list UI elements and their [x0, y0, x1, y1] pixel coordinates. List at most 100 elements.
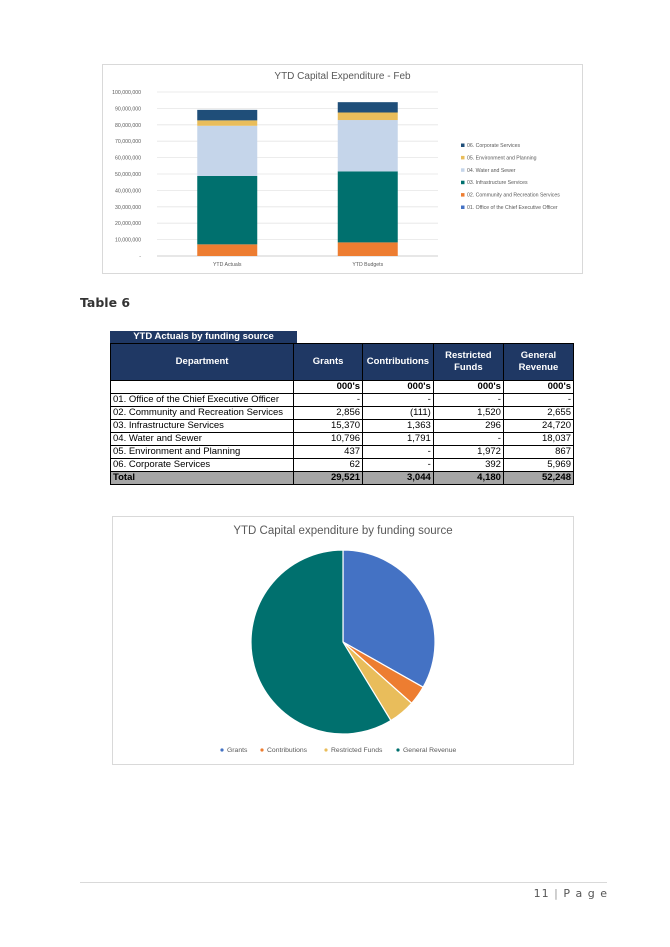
- x-tick-label: YTD Actuals: [213, 262, 242, 268]
- bar-segment: [337, 171, 398, 243]
- units-cell: 000's: [432, 380, 504, 394]
- units-cell: [109, 380, 295, 394]
- footer-separator: |: [554, 887, 559, 900]
- table-row: 03. Infrastructure Services 15,370 1,363 29…: [109, 419, 575, 433]
- row-label-cell: 05. Environment and Planning: [109, 445, 295, 459]
- value-cell: 867: [502, 445, 575, 459]
- legend-label: 02. Community and Recreation Services: [467, 193, 560, 199]
- legend-marker: [461, 155, 465, 160]
- units-cell: 000's: [293, 380, 364, 394]
- y-tick-label: 60,000,000: [115, 156, 141, 162]
- value-cell: -: [502, 393, 575, 407]
- value-cell: 3,044: [362, 471, 434, 485]
- bar-segment: [197, 109, 258, 121]
- x-tick-label: YTD Budgets: [352, 262, 383, 268]
- value-cell: 2,655: [502, 406, 575, 420]
- row-label-cell: Total: [109, 471, 295, 485]
- value-cell: 52,248: [502, 471, 575, 485]
- funding-pie-chart: YTD Capital expenditure by funding sourc…: [112, 516, 574, 765]
- value-cell: 10,796: [293, 432, 364, 446]
- row-label-cell: 06. Corporate Services: [109, 458, 295, 472]
- value-cell: 18,037: [502, 432, 575, 446]
- value-cell: 392: [432, 458, 504, 472]
- legend-marker: [396, 748, 400, 752]
- bar-segment: [337, 120, 398, 172]
- legend-label: Restricted Funds: [331, 747, 383, 754]
- row-label-cell: 01. Office of the Chief Executive Office…: [109, 393, 295, 407]
- pie-chart-title: YTD Capital expenditure by funding sourc…: [233, 525, 453, 537]
- value-cell: 24,720: [502, 419, 575, 433]
- row-label-cell: 03. Infrastructure Services: [109, 419, 295, 433]
- y-tick-label: 50,000,000: [115, 172, 141, 178]
- bar-segment: [197, 244, 258, 256]
- value-cell: 1,972: [432, 445, 504, 459]
- y-tick-label: 30,000,000: [115, 205, 141, 211]
- section-heading: Table 6: [80, 295, 131, 310]
- legend-label: 04. Water and Sewer: [467, 168, 516, 174]
- legend-marker: [461, 193, 465, 197]
- legend-label: 06. Corporate Services: [467, 143, 520, 149]
- pie-slice: [250, 549, 392, 735]
- units-cell: 000's: [502, 380, 575, 394]
- general-revenue-label: General Revenue: [518, 350, 559, 373]
- value-cell: (111): [362, 406, 434, 420]
- page-label: P a g e: [563, 887, 608, 900]
- legend-marker: [461, 180, 465, 185]
- value-cell: 62: [293, 458, 364, 472]
- col-header-restricted-funds: Restricted Funds: [432, 343, 504, 381]
- y-tick-label: 80,000,000: [115, 123, 141, 129]
- y-tick-label: 90,000,000: [115, 106, 141, 112]
- value-cell: -: [432, 432, 504, 446]
- table-row: 01. Office of the Chief Executive Office…: [109, 393, 575, 407]
- units-row: 000's 000's 000's 000's: [109, 380, 575, 394]
- capex-bar-chart: YTD Capital Expenditure - Feb 100,000,00…: [102, 64, 583, 274]
- value-cell: 1,363: [362, 419, 434, 433]
- row-label-cell: 02. Community and Recreation Services: [109, 406, 295, 420]
- value-cell: 296: [432, 419, 504, 433]
- value-cell: 15,370: [293, 419, 364, 433]
- legend-label: Grants: [227, 747, 248, 754]
- legend-label: 05. Environment and Planning: [467, 155, 537, 161]
- value-cell: -: [432, 393, 504, 407]
- legend-label: 03. Infrastructure Services: [467, 180, 528, 186]
- col-header-department: Department: [109, 343, 295, 381]
- table-row: 02. Community and Recreation Services 2,8…: [109, 406, 575, 420]
- footer-divider: [80, 882, 607, 883]
- total-row: Total 29,521 3,044 4,180 52,248: [109, 471, 575, 485]
- value-cell: 5,969: [502, 458, 575, 472]
- value-cell: 2,856: [293, 406, 364, 420]
- legend-marker: [220, 748, 224, 752]
- table-row: 04. Water and Sewer 10,796 1,791-18,037: [109, 432, 575, 446]
- row-label-cell: 04. Water and Sewer: [109, 432, 295, 446]
- legend-marker: [461, 143, 465, 147]
- value-cell: 437: [293, 445, 364, 459]
- legend-marker: [324, 748, 328, 752]
- legend-marker: [461, 205, 465, 209]
- page-footer: 11 | P a g e: [534, 887, 608, 900]
- bar-chart-svg: 100,000,000 90,000,000 80,000,000 70,000,00…: [112, 90, 560, 268]
- page-number: 11: [533, 887, 550, 900]
- value-cell: 4,180: [432, 471, 504, 485]
- bar-segment: [337, 112, 398, 121]
- table-title: YTD Actuals by funding source: [110, 331, 297, 343]
- value-cell: 29,521: [293, 471, 364, 485]
- bar-segment: [197, 125, 258, 176]
- bar-segment: [337, 102, 398, 113]
- table-row: 05. Environment and Planning 437-1,972 867: [109, 445, 575, 459]
- bar-segment: [197, 175, 258, 245]
- value-cell: -: [362, 458, 434, 472]
- table-row: 06. Corporate Services 62-392 5,969: [109, 458, 575, 472]
- col-header-grants: Grants: [293, 343, 364, 381]
- value-cell: -: [293, 393, 364, 407]
- restricted-funds-label: Restricted Funds: [445, 350, 492, 373]
- col-header-contributions: Contributions: [362, 343, 434, 381]
- y-tick-label: 40,000,000: [115, 188, 141, 194]
- y-tick-label: 100,000,000: [112, 90, 141, 96]
- value-cell: 1,520: [432, 406, 504, 420]
- bar-segment: [197, 120, 258, 126]
- value-cell: -: [362, 445, 434, 459]
- legend-label: 01. Office of the Chief Executive Office…: [467, 205, 558, 211]
- table-header-row: Department Grants Contributions Restrict…: [109, 343, 575, 381]
- units-cell: 000's: [362, 380, 434, 394]
- value-cell: -: [362, 393, 434, 407]
